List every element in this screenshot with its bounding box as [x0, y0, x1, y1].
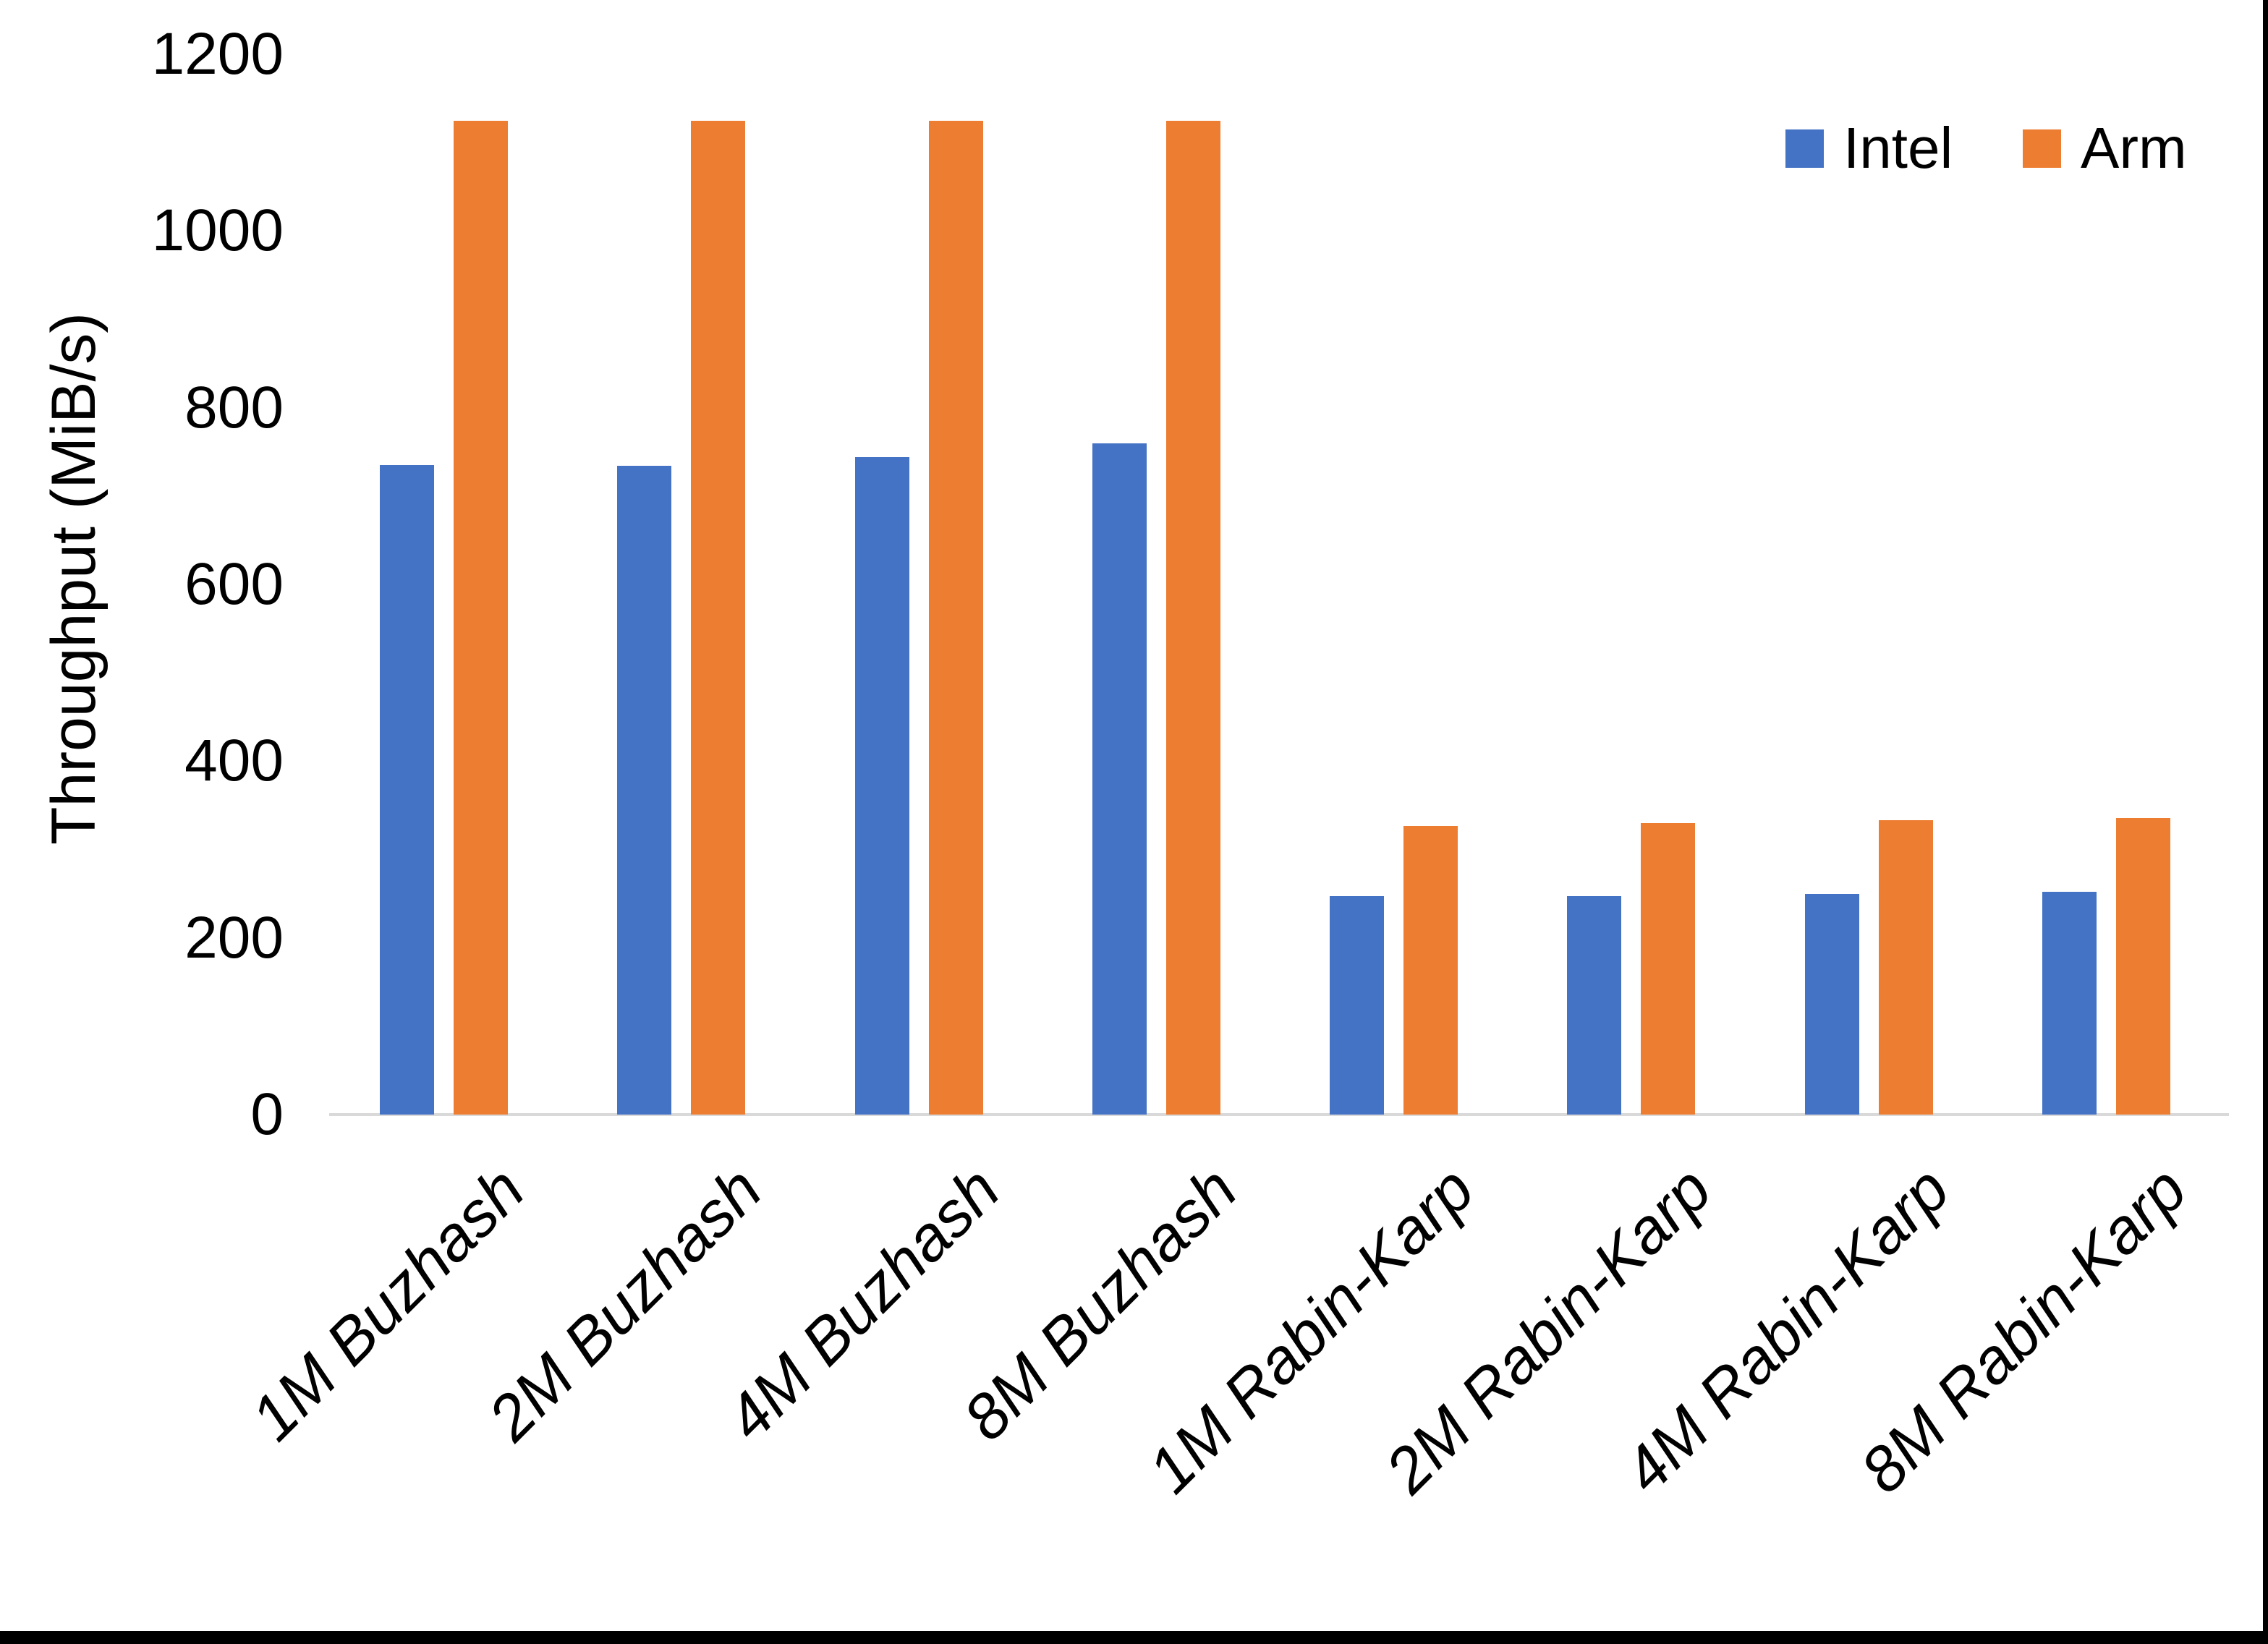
bar-intel-2m-rabin-karp	[1567, 896, 1621, 1115]
bar-intel-8m-rabin-karp	[2042, 892, 2097, 1115]
bar-arm-8m-rabin-karp	[2116, 818, 2170, 1115]
legend-label-arm: Arm	[2081, 116, 2187, 180]
bar-arm-8m-buzhash	[1166, 121, 1220, 1115]
bar-intel-1m-rabin-karp	[1330, 896, 1384, 1115]
bar-arm-2m-buzhash	[691, 121, 745, 1115]
legend-item-intel: Intel	[1785, 119, 1953, 178]
legend-label-intel: Intel	[1843, 116, 1953, 180]
bar-intel-2m-buzhash	[617, 466, 671, 1115]
bar-arm-1m-rabin-karp	[1403, 826, 1458, 1115]
legend-item-arm: Arm	[2023, 119, 2187, 178]
y-tick-label: 600	[184, 551, 284, 617]
window-edge-right	[2263, 0, 2268, 1644]
bar-intel-8m-buzhash	[1092, 443, 1147, 1115]
bar-intel-4m-rabin-karp	[1805, 894, 1859, 1115]
bar-intel-4m-buzhash	[855, 457, 909, 1115]
x-axis-line	[329, 1113, 2229, 1116]
bar-intel-1m-buzhash	[380, 465, 434, 1115]
bar-arm-4m-buzhash	[929, 121, 983, 1115]
y-tick-label: 1000	[151, 197, 284, 263]
y-tick-label: 1200	[151, 21, 284, 87]
bar-arm-2m-rabin-karp	[1641, 823, 1695, 1115]
bar-arm-4m-rabin-karp	[1879, 820, 1933, 1115]
window-edge-bottom	[0, 1631, 2268, 1644]
legend-swatch-arm	[2023, 129, 2061, 168]
y-tick-label: 0	[250, 1081, 284, 1147]
y-tick-label: 200	[184, 905, 284, 971]
bar-arm-1m-buzhash	[454, 121, 508, 1115]
y-tick-label: 800	[184, 375, 284, 440]
y-tick-label: 400	[184, 728, 284, 793]
legend-swatch-intel	[1785, 129, 1824, 168]
